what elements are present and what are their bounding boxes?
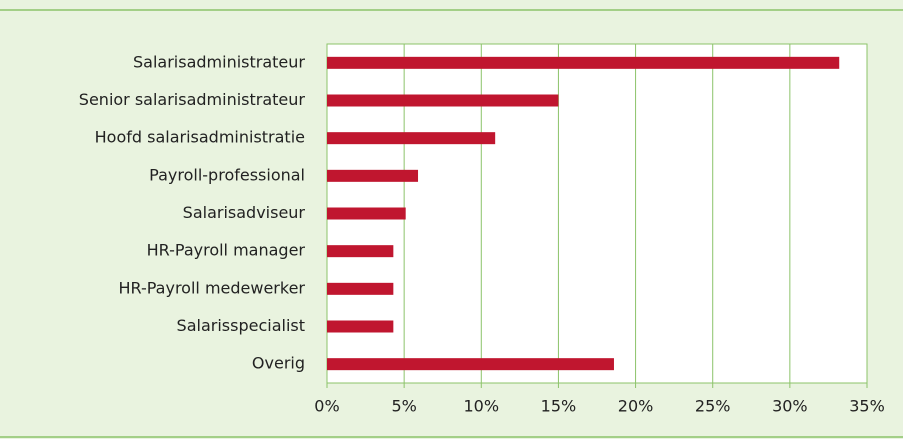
x-tick-label: 15%	[541, 397, 577, 416]
x-tick-label: 0%	[314, 397, 339, 416]
bar	[327, 245, 394, 258]
y-tick-label: Hoofd salarisadministratie	[95, 128, 305, 147]
bar	[327, 358, 614, 371]
bar	[327, 320, 394, 333]
x-tick-label: 35%	[849, 397, 885, 416]
bar	[327, 207, 406, 220]
bar	[327, 132, 496, 145]
x-tick-label: 25%	[695, 397, 731, 416]
x-tick-label: 20%	[618, 397, 654, 416]
x-tick-label: 10%	[464, 397, 500, 416]
bar	[327, 56, 840, 69]
y-tick-label: Salarisadministrateur	[133, 52, 305, 71]
y-tick-label: Salarisadviseur	[183, 203, 306, 222]
y-tick-label: HR-Payroll medewerker	[118, 278, 305, 297]
y-tick-label: Payroll-professional	[149, 165, 305, 184]
bar	[327, 282, 394, 295]
y-tick-label: HR-Payroll manager	[147, 241, 306, 260]
x-tick-label: 5%	[391, 397, 416, 416]
x-tick-label: 30%	[772, 397, 808, 416]
bar	[327, 94, 559, 107]
y-tick-label: Salarisspecialist	[177, 316, 305, 335]
bar	[327, 169, 419, 182]
y-tick-label: Overig	[252, 354, 305, 373]
y-tick-label: Senior salarisadministrateur	[79, 90, 306, 109]
